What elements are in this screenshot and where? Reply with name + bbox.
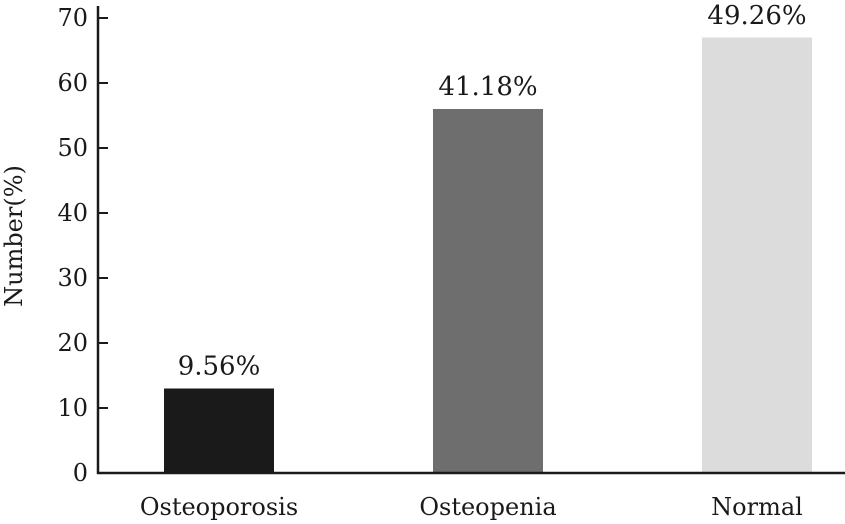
y-tick-label: 70 xyxy=(57,4,88,32)
category-labels: Osteoporosis Osteopenia Normal xyxy=(140,493,803,521)
data-label-osteopenia: 41.18% xyxy=(438,72,537,102)
y-tick-label: 20 xyxy=(57,329,88,357)
category-label-osteopenia: Osteopenia xyxy=(419,493,556,521)
bar-osteoporosis xyxy=(164,388,274,473)
y-tick-label: 60 xyxy=(57,69,88,97)
data-label-normal: 49.26% xyxy=(707,1,806,31)
category-label-normal: Normal xyxy=(711,493,803,521)
y-tick-label: 30 xyxy=(57,264,88,292)
y-axis-ticks: 0 10 20 30 40 50 60 70 xyxy=(57,4,108,487)
y-tick-label: 10 xyxy=(57,394,88,422)
y-tick-label: 0 xyxy=(73,459,88,487)
category-label-osteoporosis: Osteoporosis xyxy=(140,493,298,521)
data-labels: 9.56% 41.18% 49.26% xyxy=(178,1,807,382)
bar-osteopenia xyxy=(433,109,543,473)
bar-normal xyxy=(702,37,812,473)
bars xyxy=(164,37,812,473)
y-tick-label: 40 xyxy=(57,199,88,227)
y-tick-label: 50 xyxy=(57,134,88,162)
data-label-osteoporosis: 9.56% xyxy=(178,352,261,382)
y-axis-title: Number(%) xyxy=(0,165,28,307)
